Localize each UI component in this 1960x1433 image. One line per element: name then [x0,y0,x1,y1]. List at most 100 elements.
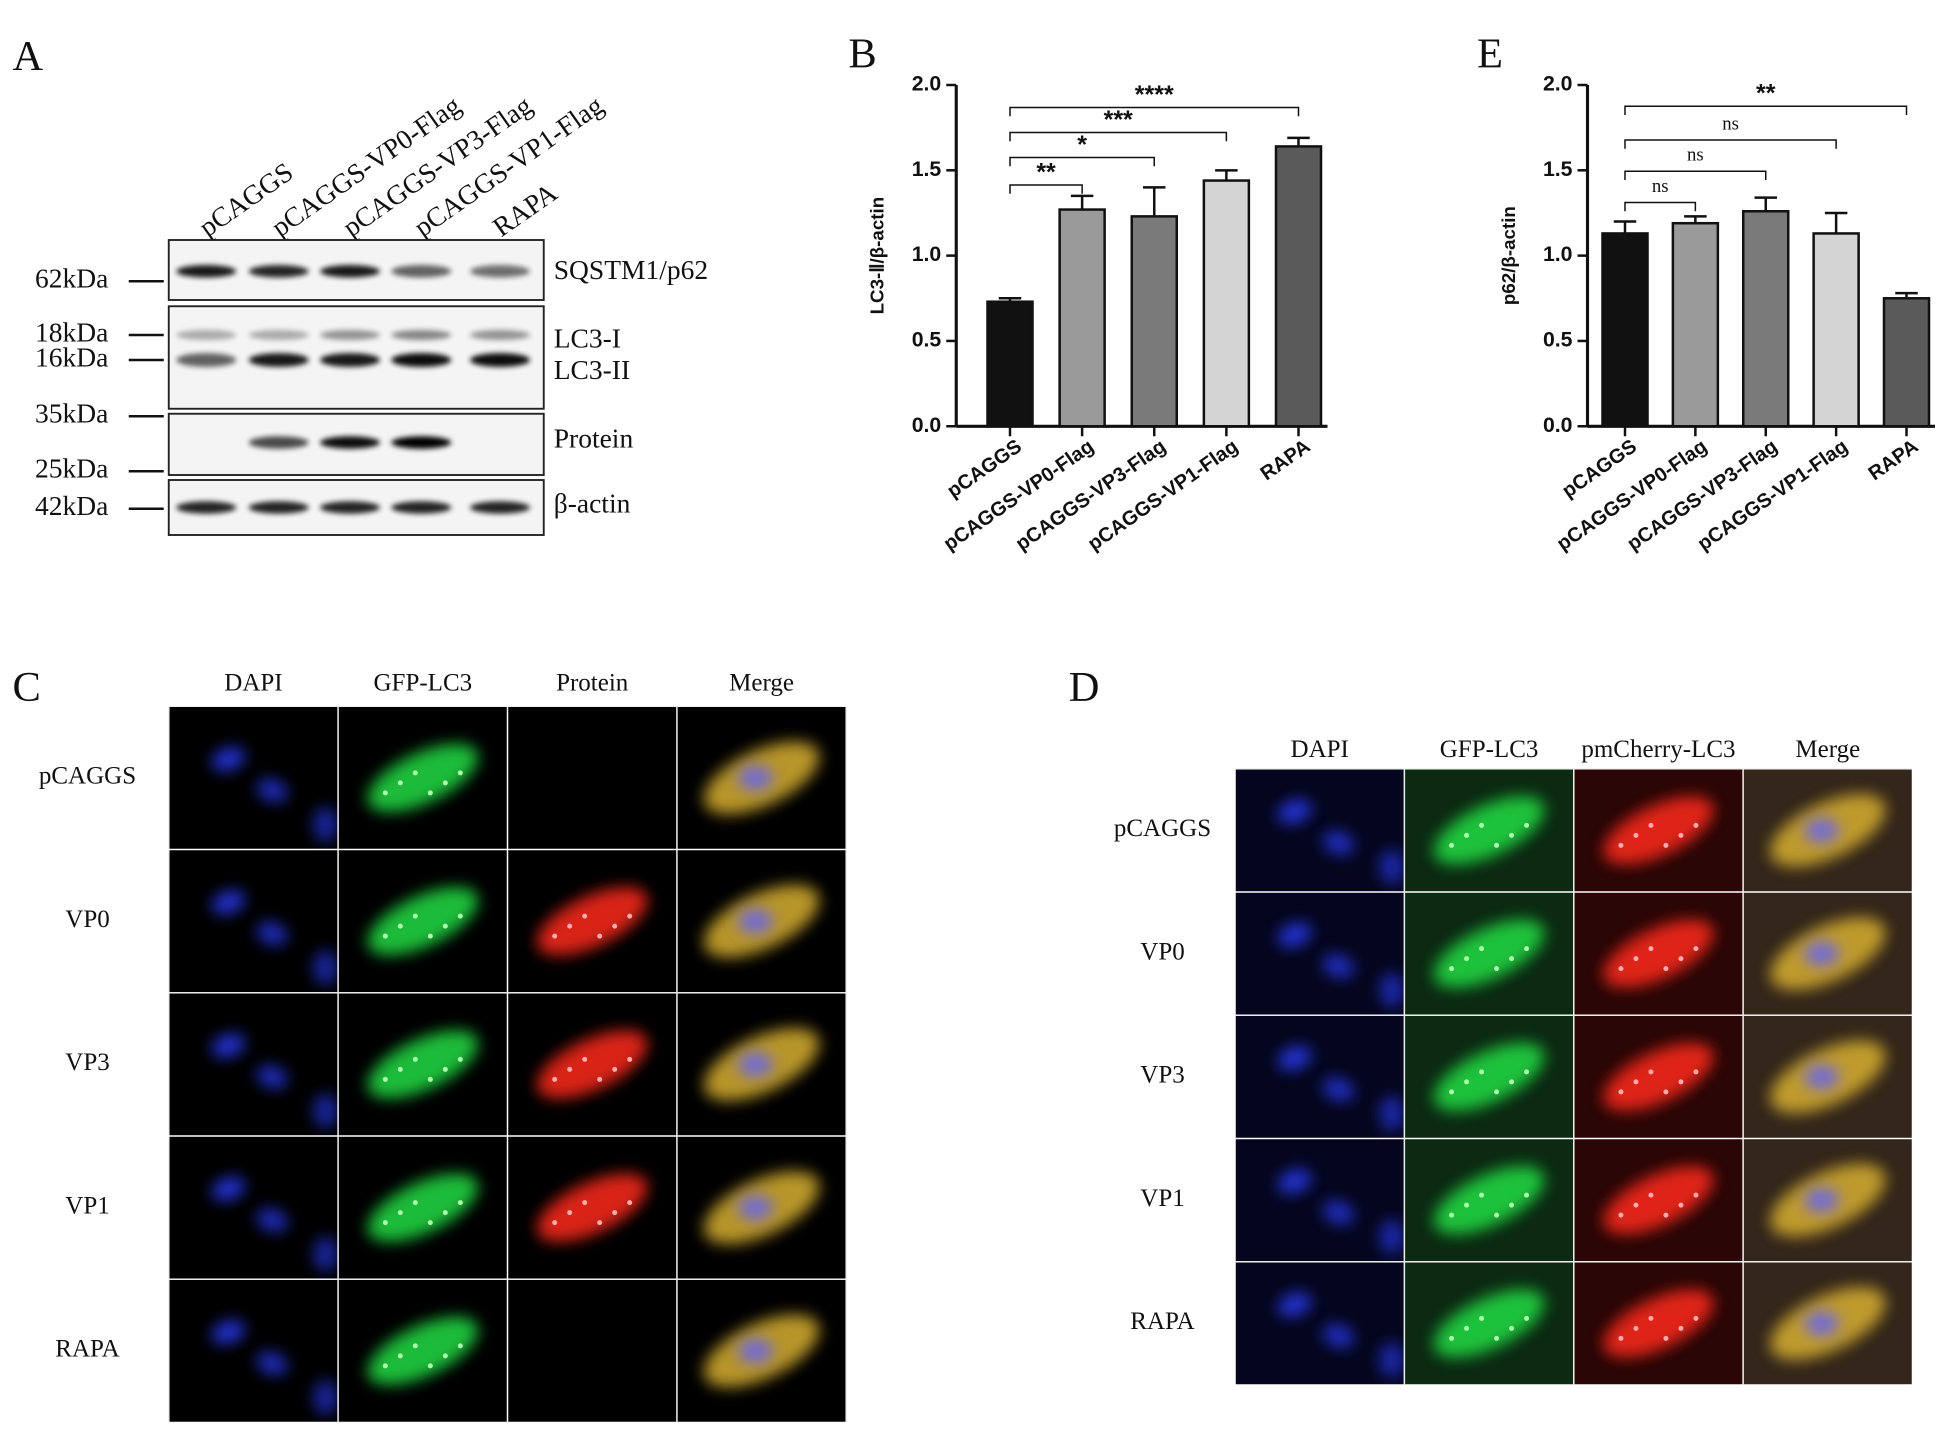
punctum [1678,956,1684,962]
micrograph [168,1279,339,1423]
significance-bracket [1624,201,1697,212]
punctum [1464,1325,1470,1331]
micrograph-background [507,706,677,850]
punctum [1524,1192,1530,1198]
cell-signal [211,1319,246,1345]
punctum [582,1200,588,1206]
cell-signal [1322,830,1355,855]
punctum [1633,832,1639,838]
punctum [1678,1325,1684,1331]
micrograph [1234,1261,1405,1385]
micrograph [1573,1015,1744,1139]
punctum [1663,842,1669,848]
punctum [1509,1202,1515,1208]
punctum [427,933,433,939]
cell-signal [1804,817,1840,843]
blot-label: β-actin [554,488,631,519]
cell-signal [1277,799,1312,824]
punctum [412,913,418,919]
micrograph [1404,1015,1574,1139]
blot-band [320,501,380,514]
punctum [1648,822,1654,828]
blot-band [320,330,380,340]
punctum [627,913,633,919]
punctum [1693,946,1699,952]
bar [1601,232,1649,428]
micrograph [338,706,508,850]
blot-band [391,265,452,278]
cell-signal [211,1033,246,1058]
punctum [1524,1069,1530,1075]
cell-signal [367,1316,479,1385]
micrograph [1573,768,1744,892]
micrograph [1743,1261,1913,1385]
y-tick-label: 2.0 [912,72,942,96]
punctum [427,1363,433,1369]
cell-signal [367,887,479,956]
punctum [597,1220,603,1226]
punctum [1494,966,1500,972]
significance-label: ns [1652,176,1669,197]
micrograph [1234,1138,1405,1262]
punctum [1663,966,1669,972]
panel-label: C [13,664,41,711]
cell-signal [1322,1077,1355,1102]
punctum [612,1066,618,1072]
significance-label: * [1077,131,1087,159]
punctum [597,1076,603,1082]
micrograph [1404,1138,1574,1262]
significance-label: *** [1104,106,1133,134]
punctum [1509,1079,1515,1085]
cell-signal [1804,1310,1840,1336]
blot-band [176,501,237,514]
mw-marker: 62kDa [35,263,108,294]
punctum [397,1210,403,1216]
panel-label: A [13,33,44,80]
punctum [1449,1335,1455,1341]
micrograph [1743,768,1913,892]
panel-label: E [1477,30,1503,77]
micrograph [676,849,847,993]
bar [986,300,1034,428]
punctum [427,790,433,796]
punctum [1693,1192,1699,1198]
punctum [1449,1212,1455,1218]
bar [1058,208,1106,428]
row-label: pCAGGS [39,763,136,790]
significance-bracket [1009,184,1083,194]
cell-signal [1433,919,1545,988]
bar [1882,297,1931,428]
micrograph [676,706,847,850]
error-bar [1287,136,1310,147]
cell-signal [367,743,479,812]
error-bar [1895,291,1918,299]
micrograph [676,1279,847,1423]
blot-band [470,353,530,367]
cell-signal [313,1093,339,1129]
punctum [552,933,558,939]
y-tick-label: 0.5 [1543,328,1573,352]
punctum [627,1056,633,1062]
significance-label: ns [1722,113,1739,134]
punctum [1678,1079,1684,1085]
column-header: DAPI [224,670,282,697]
error-bar [1143,186,1166,217]
cell-signal [737,1338,773,1364]
punctum [442,1066,448,1072]
punctum [1693,1069,1699,1075]
punctum [1618,1212,1624,1218]
x-tick-label: RAPA [1257,435,1315,485]
micrograph-background [168,849,339,993]
x-tick-label: RAPA [1865,435,1923,485]
micrograph-background [507,1279,677,1423]
cell-signal [1322,954,1355,979]
punctum [567,1210,573,1216]
cell-signal [1379,1342,1405,1378]
error-bar [1824,211,1848,234]
micrograph [168,706,339,850]
punctum [1678,1202,1684,1208]
bar [1202,179,1251,428]
micrograph-background [1235,1261,1405,1385]
punctum [1618,842,1624,848]
micrograph [507,849,677,993]
